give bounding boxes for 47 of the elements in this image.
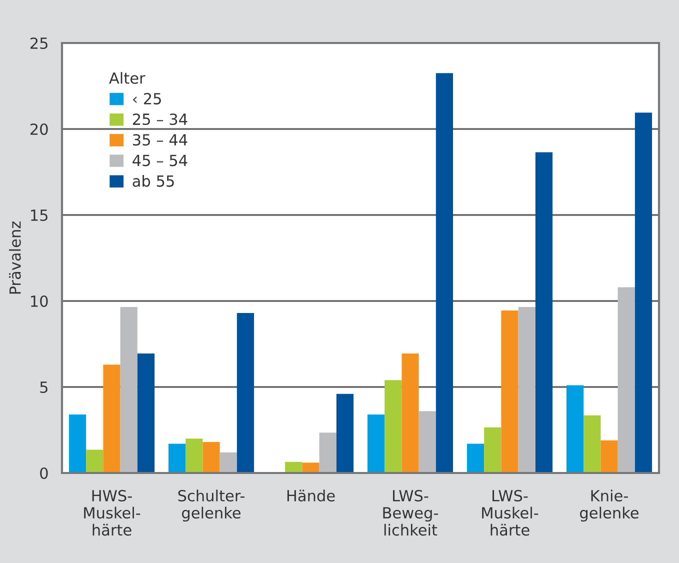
x-tick-label: LWS- Muskel- härte [482,490,538,536]
bar [120,307,138,473]
bar [600,440,618,473]
bar [634,112,652,473]
x-tick-label: HWS- Muskel- härte [84,490,140,536]
y-tick-label: 25 [30,37,48,50]
bar [236,313,254,473]
y-tick-label: 20 [30,123,48,136]
bar [566,385,584,473]
bar [86,450,104,473]
bar [367,414,385,473]
x-tick-label: Knie- gelenke [580,490,638,522]
y-tick-label: 5 [40,382,48,394]
y-tick-label: 0 [40,467,48,480]
bar [484,427,502,473]
x-tick-label: LWS- Beweg- lichkeit [383,490,438,536]
bar [466,444,484,473]
y-tick-label: 15 [31,210,48,222]
bar [137,353,155,473]
bar [319,432,336,473]
bar [336,394,354,473]
y-tick-label: 10 [31,295,48,308]
bar [302,462,320,473]
bar [186,438,203,473]
legend-label: ‹ 25 [133,92,161,104]
legend-title: Alter [109,72,146,84]
legend-label: ab 55 [132,175,174,187]
bar [501,310,518,473]
legend-label: 45 – 54 [132,154,188,166]
bar [384,380,402,473]
bar [402,353,419,473]
bar [418,411,436,473]
bar [202,442,220,473]
legend-label: 25 – 34 [132,113,188,126]
bar [168,444,186,473]
bar [618,287,635,473]
x-tick-label: Hände [287,490,335,502]
bar [535,152,553,473]
bar [584,415,601,473]
bar [103,364,120,473]
bar [518,307,536,473]
y-axis-title: Prävalenz [9,221,21,294]
legend-label: 35 – 44 [133,134,188,146]
bar [220,452,237,473]
bar [68,414,86,473]
x-tick-label: Schulter- gelenke [178,490,244,522]
bar [436,73,454,473]
